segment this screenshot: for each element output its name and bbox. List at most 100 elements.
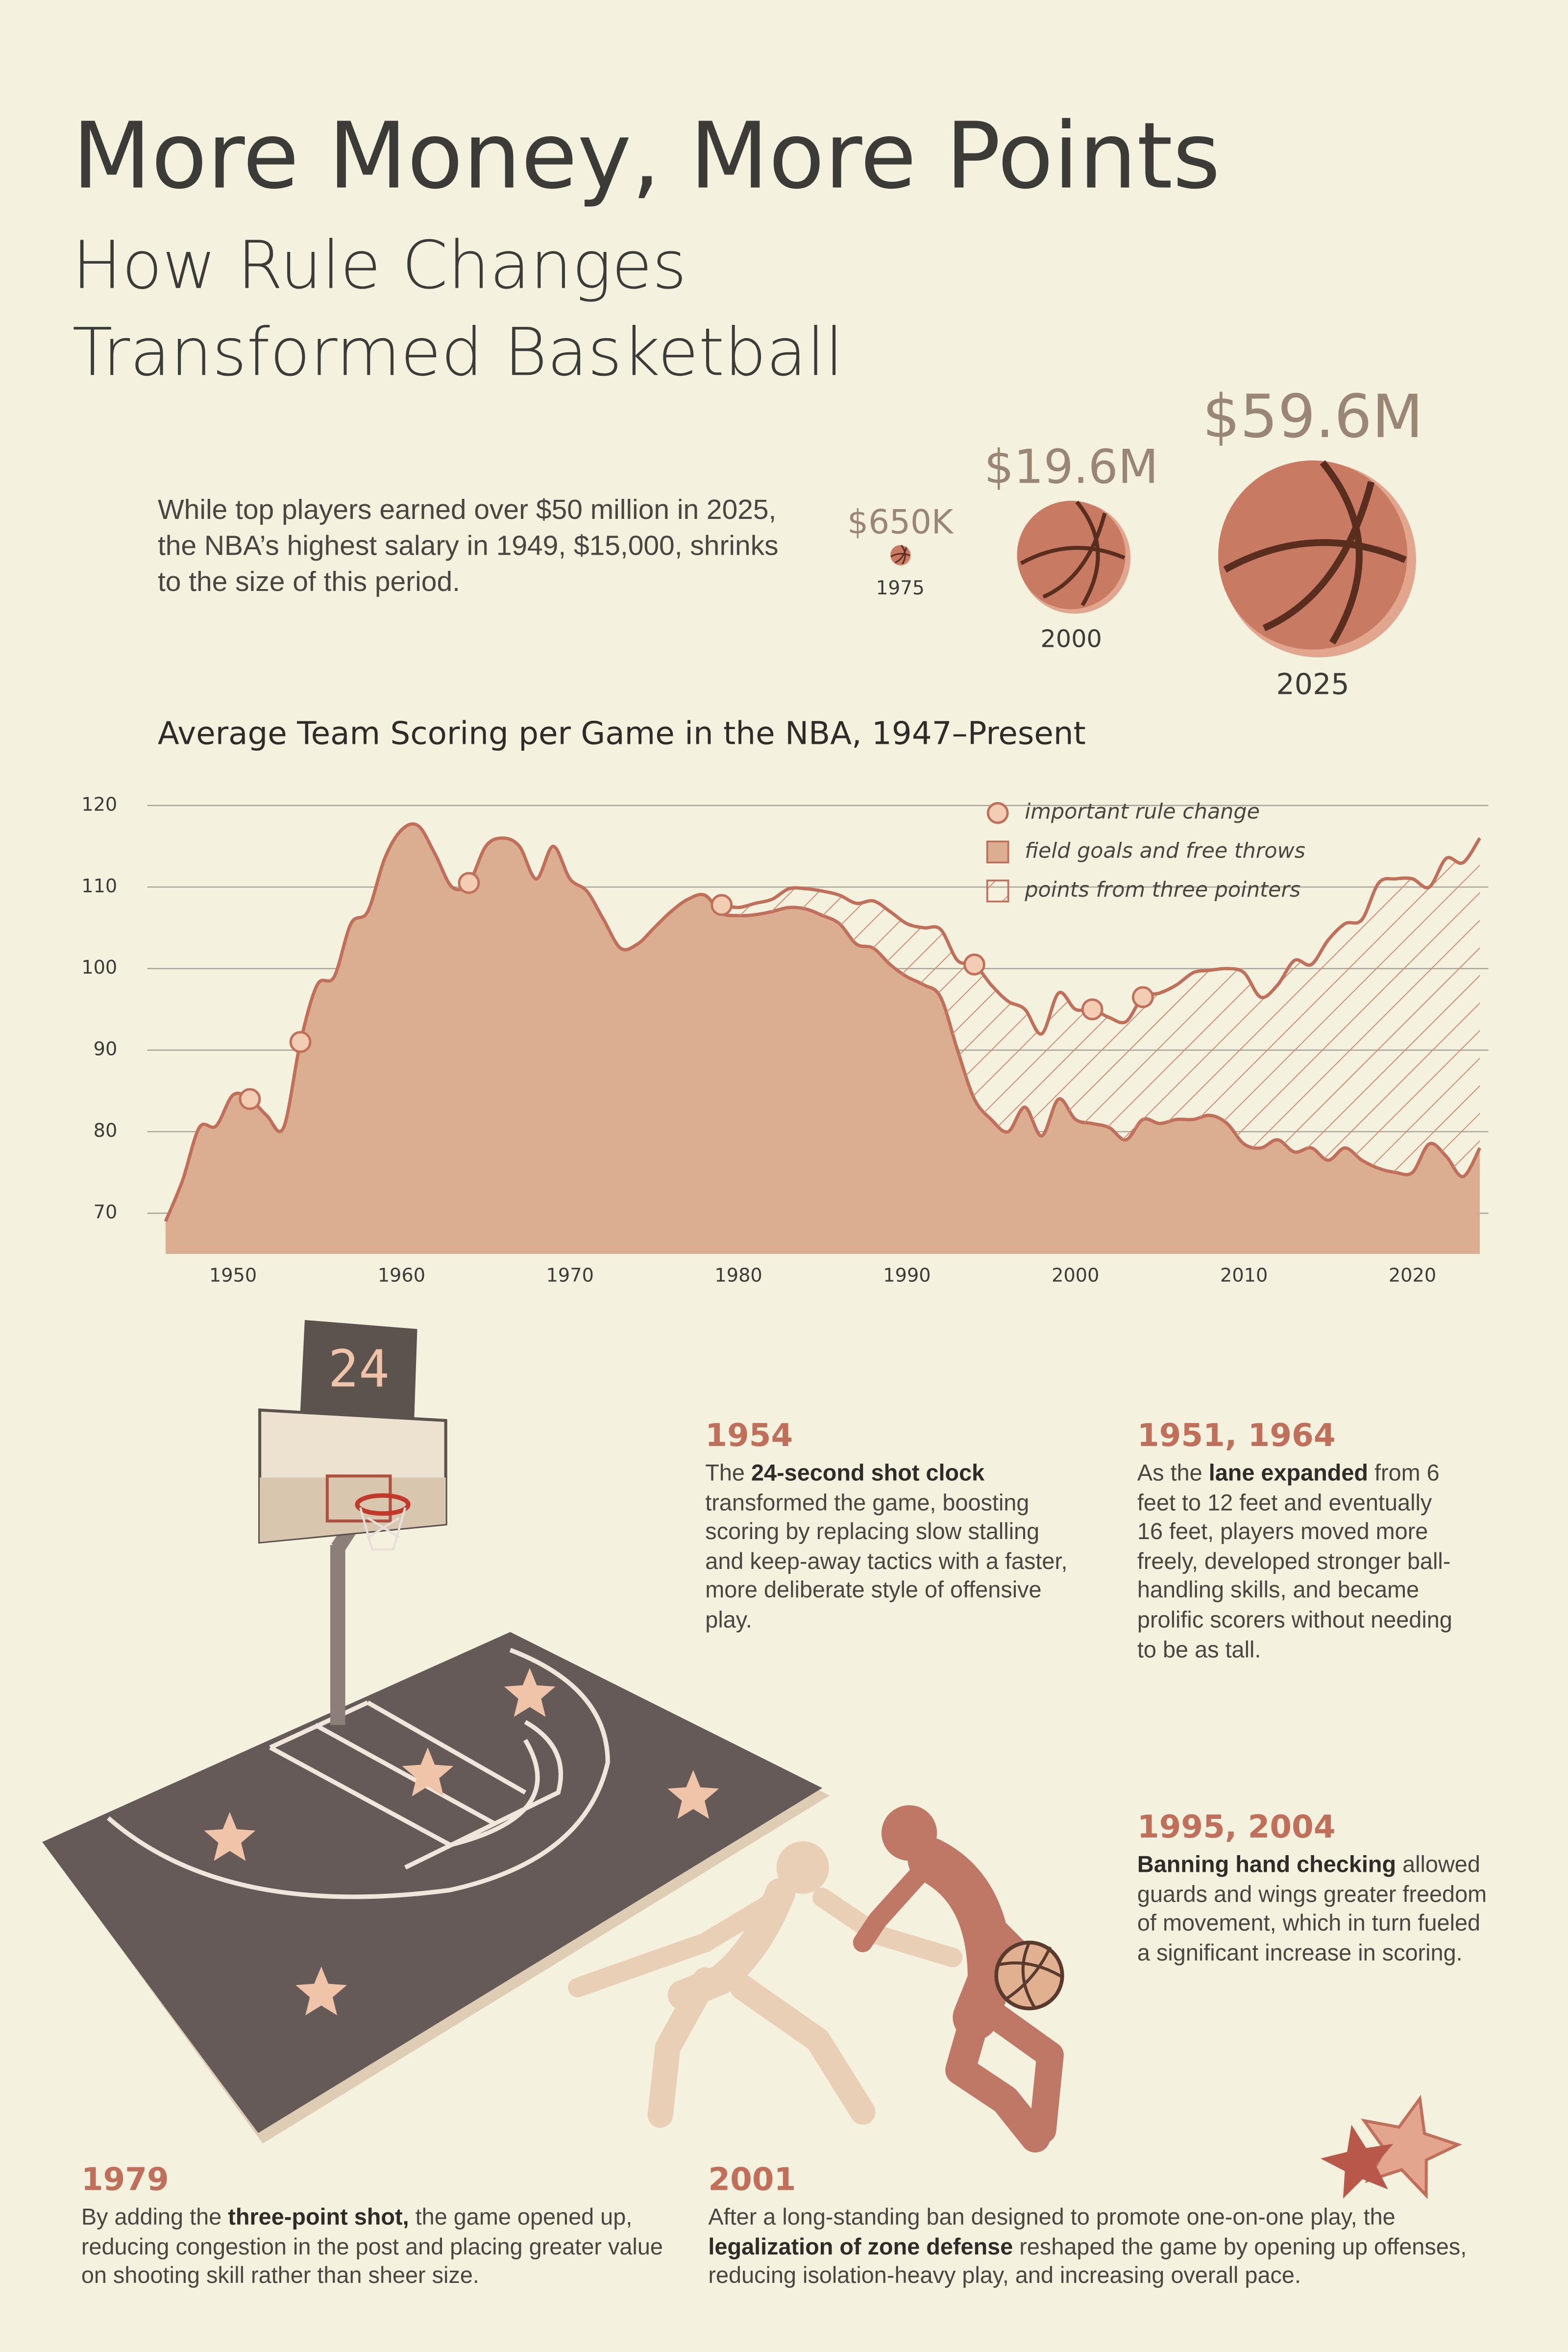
annotation: 1979 By adding the three-point shot, the… bbox=[81, 2161, 669, 2292]
annotation-box: 2001 After a long-standing ban designed … bbox=[708, 2161, 1488, 2292]
annotation-text: By adding the three-point shot, the game… bbox=[81, 2204, 669, 2292]
legend-label: important rule change bbox=[1025, 800, 1260, 824]
illustration: 24 bbox=[42, 1320, 1064, 2153]
annotation-box: 1979 By adding the three-point shot, the… bbox=[81, 2161, 669, 2292]
bubble bbox=[1017, 500, 1126, 610]
rule-change-marker bbox=[239, 1088, 261, 1110]
bubble-year: 1975 bbox=[876, 577, 925, 599]
x-tick-label: 2000 bbox=[1052, 1265, 1099, 1287]
text: The bbox=[705, 1461, 751, 1487]
legend-swatch bbox=[986, 840, 1009, 864]
area bbox=[165, 824, 1480, 1254]
annotation-box: 1951, 1964 As the lane expanded from 6 f… bbox=[1137, 1418, 1460, 1666]
y-tick-label: 90 bbox=[94, 1038, 118, 1060]
rule-change-marker bbox=[1131, 986, 1154, 1008]
legend-label: points from three pointers bbox=[1024, 878, 1300, 902]
y-tick-label: 110 bbox=[81, 875, 117, 897]
net bbox=[359, 1507, 407, 1551]
annotation-text: Banning hand checking allowed guards and… bbox=[1137, 1851, 1490, 1969]
hoop-pole bbox=[330, 1545, 345, 1725]
annotation-heading: 2001 bbox=[708, 2161, 796, 2198]
annotation-text: The 24-second shot clock transformed the… bbox=[705, 1460, 1080, 1636]
ball-seam bbox=[890, 544, 910, 565]
rule-change-marker bbox=[710, 894, 733, 916]
court-star bbox=[504, 1668, 556, 1717]
bubble-year: 2000 bbox=[1041, 624, 1102, 653]
title: More Money, More Points bbox=[72, 103, 1220, 210]
text: After a long-standing ban designed to pr… bbox=[708, 2205, 1396, 2231]
star bbox=[1321, 2125, 1394, 2199]
x-tick-label: 1970 bbox=[546, 1265, 594, 1287]
legend-swatch bbox=[986, 802, 1009, 824]
basketball bbox=[994, 1940, 1064, 2010]
x-tick-label: 1980 bbox=[714, 1265, 762, 1287]
x-tick-label: 2010 bbox=[1220, 1265, 1268, 1287]
subtitle-line: How Rule Changes bbox=[72, 227, 686, 304]
text: By adding the bbox=[81, 2205, 228, 2231]
text-bold: three-point shot, bbox=[228, 2205, 409, 2231]
rule-change-marker bbox=[289, 1031, 312, 1053]
y-tick-label: 80 bbox=[94, 1120, 118, 1142]
court-lines bbox=[106, 1648, 610, 1899]
x-tick-label: 1950 bbox=[209, 1265, 257, 1287]
salary-bubbles: $650K 1975 $19.6M 2000 $59.6M 2025 bbox=[847, 382, 1423, 701]
bubble-label: $650K bbox=[847, 503, 954, 541]
y-tick-label: 120 bbox=[81, 793, 117, 815]
court-star bbox=[667, 1770, 719, 1819]
decor-stars bbox=[1321, 2095, 1462, 2200]
annotation-heading: 1951, 1964 bbox=[1137, 1417, 1336, 1454]
annotation-heading: 1979 bbox=[81, 2161, 169, 2198]
bubble-label: $19.6M bbox=[984, 440, 1158, 494]
annotation-box: 1954 The 24-second shot clock transforme… bbox=[705, 1418, 1080, 1636]
x-tick-label: 2020 bbox=[1389, 1265, 1436, 1287]
text-bold: 24-second shot clock bbox=[751, 1461, 985, 1487]
text-bold: lane expanded bbox=[1208, 1461, 1369, 1487]
backboard-square bbox=[325, 1474, 392, 1523]
court-star bbox=[204, 1812, 256, 1861]
defender bbox=[568, 1841, 963, 2128]
rule-change-marker bbox=[458, 872, 480, 894]
bubble-year: 2025 bbox=[1276, 667, 1349, 701]
annotation-heading: 1954 bbox=[705, 1417, 793, 1454]
text: from 6 feet to 12 feet and eventually 16… bbox=[1137, 1461, 1452, 1663]
court-star bbox=[402, 1747, 454, 1797]
text: transformed the game, boosting scoring b… bbox=[705, 1490, 1068, 1634]
y-tick-label: 100 bbox=[81, 956, 117, 979]
star bbox=[1361, 2095, 1462, 2200]
annotation: 1954 The 24-second shot clock transforme… bbox=[705, 1418, 1080, 1636]
annotation-box: 1995, 2004 Banning hand checking allowed… bbox=[1137, 1809, 1490, 1969]
court bbox=[42, 1632, 823, 2133]
ball-seam bbox=[1020, 500, 1126, 607]
text-bold: Banning hand checking bbox=[1137, 1852, 1396, 1878]
ball-seam bbox=[1223, 460, 1407, 645]
text: reshaped the game by opening up offenses… bbox=[708, 2234, 1467, 2290]
stacked-area bbox=[721, 838, 1480, 1177]
court-star bbox=[295, 1966, 347, 2016]
subtitle-line: Transformed Basketball bbox=[72, 314, 843, 391]
text: the game opened up, reducing congestion … bbox=[81, 2205, 663, 2290]
rim bbox=[355, 1493, 411, 1516]
annotation-text: As the lane expanded from 6 feet to 12 f… bbox=[1137, 1460, 1460, 1666]
rule-change-marker bbox=[963, 954, 985, 976]
text-bold: legalization of zone defense bbox=[708, 2234, 1013, 2260]
annotation: 2001 After a long-standing ban designed … bbox=[708, 2161, 1488, 2292]
annotation-heading: 1995, 2004 bbox=[1137, 1809, 1336, 1845]
scoreboard bbox=[300, 1320, 417, 1418]
annotation: 1995, 2004 Banning hand checking allowed… bbox=[1137, 1809, 1490, 1969]
chart-title: Average Team Scoring per Game in the NBA… bbox=[158, 715, 1086, 752]
intro-box: While top players earned over $50 millio… bbox=[157, 493, 779, 597]
chart: 70 80 90 100 110 120 1950 1960 1970 1980 1990 2000 2… bbox=[81, 793, 1489, 1287]
x-tick-label: 1990 bbox=[883, 1265, 931, 1287]
annotation-text: After a long-standing ban designed to pr… bbox=[708, 2204, 1488, 2292]
y-tick-label: 70 bbox=[94, 1201, 118, 1223]
legend-label: field goals and free throws bbox=[1025, 838, 1305, 863]
shot-clock: 24 bbox=[328, 1339, 389, 1398]
text: allowed guards and wings greater freedom… bbox=[1137, 1852, 1487, 1966]
legend-swatch bbox=[986, 880, 1009, 903]
annotation: 1951, 1964 As the lane expanded from 6 f… bbox=[1137, 1418, 1460, 1666]
x-tick-label: 1960 bbox=[378, 1265, 425, 1287]
bubble-label: $59.6M bbox=[1202, 382, 1423, 451]
text: As the bbox=[1137, 1461, 1209, 1487]
intro: While top players earned over $50 millio… bbox=[157, 493, 779, 597]
